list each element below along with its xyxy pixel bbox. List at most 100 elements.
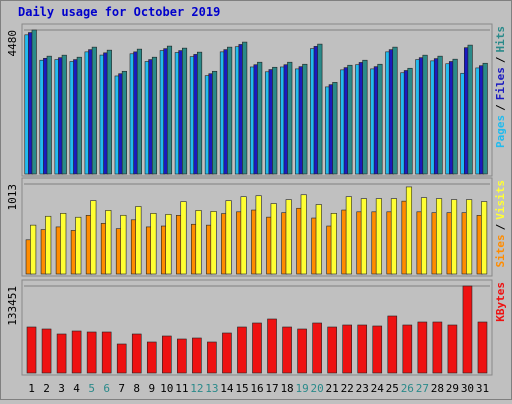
x-tick-label: 21: [326, 382, 339, 395]
bar: [432, 321, 443, 374]
bar: [481, 201, 488, 275]
bar: [61, 54, 67, 175]
bar: [347, 64, 353, 175]
bar: [75, 216, 82, 275]
x-tick-label: 18: [280, 382, 293, 395]
bar: [237, 326, 247, 374]
x-tick-label: 20: [311, 382, 324, 395]
bar: [272, 66, 278, 175]
x-tick-label: 14: [220, 382, 234, 395]
bar: [387, 315, 398, 374]
bar: [342, 324, 352, 374]
x-tick-label: 9: [148, 382, 155, 395]
bar: [212, 70, 218, 175]
bar: [91, 46, 97, 175]
bar: [192, 337, 202, 374]
x-tick-label: 2: [43, 382, 50, 395]
legend: KBytes: [494, 282, 507, 322]
x-tick-label: 31: [476, 382, 489, 395]
bar: [197, 51, 203, 175]
bar: [377, 63, 383, 175]
bar: [285, 199, 292, 275]
bar: [252, 322, 262, 374]
bar: [150, 213, 157, 275]
bar: [227, 46, 233, 175]
bar: [207, 341, 217, 374]
x-tick-label: 29: [446, 382, 459, 395]
bar: [312, 322, 322, 374]
bar: [181, 47, 188, 175]
legend: Pages / Files / Hits: [494, 26, 507, 148]
bar: [120, 214, 127, 275]
bar: [330, 213, 337, 275]
legend: Sites / Visits: [494, 180, 507, 268]
legend-item: Sites: [494, 234, 507, 267]
bar: [327, 326, 337, 374]
bar: [360, 198, 367, 275]
x-tick-label: 15: [235, 382, 248, 395]
bar: [45, 215, 52, 275]
bar: [242, 41, 248, 175]
legend-item: Files: [494, 67, 507, 100]
bar: [177, 338, 187, 374]
bar: [392, 46, 398, 175]
bar: [131, 333, 142, 374]
bar: [302, 63, 308, 175]
bar: [372, 325, 383, 374]
bar: [405, 186, 413, 275]
bar: [30, 224, 37, 275]
bar: [300, 194, 307, 275]
bar: [136, 48, 142, 175]
bar: [477, 321, 488, 374]
bar: [407, 67, 413, 175]
x-tick-label: 16: [250, 382, 263, 395]
bar: [146, 341, 157, 374]
bar: [56, 333, 67, 374]
x-tick-label: 23: [356, 382, 369, 395]
x-tick-label: 17: [265, 382, 278, 395]
bar: [437, 55, 443, 175]
y-tick-label: 133451: [6, 286, 19, 326]
bar: [71, 330, 82, 374]
x-tick-label: 27: [416, 382, 429, 395]
x-tick-label: 10: [160, 382, 173, 395]
x-tick-label: 3: [58, 382, 65, 395]
bar: [270, 203, 277, 275]
y-tick-label: 4480: [6, 30, 19, 57]
bar: [162, 335, 172, 374]
bar: [121, 70, 127, 175]
legend-item: Visits: [494, 180, 507, 220]
bar: [332, 82, 338, 175]
x-tick-label: 26: [401, 382, 414, 395]
bar: [422, 54, 428, 175]
x-tick-label: 28: [431, 382, 444, 395]
x-tick-label: 8: [133, 382, 140, 395]
bar: [86, 331, 97, 374]
bar: [116, 343, 127, 374]
bar: [447, 324, 458, 374]
bar: [417, 321, 428, 374]
x-tick-label: 30: [461, 382, 474, 395]
x-tick-label: 19: [295, 382, 308, 395]
bar: [26, 326, 37, 374]
bar: [375, 198, 382, 275]
bar: [222, 332, 232, 374]
legend-separator: /: [494, 223, 507, 230]
legend-separator: /: [494, 56, 507, 63]
bar: [357, 324, 368, 374]
bar: [452, 58, 458, 175]
x-tick-label: 7: [118, 382, 125, 395]
bar: [41, 328, 52, 374]
bar: [482, 62, 488, 175]
bar: [257, 61, 263, 175]
bar: [467, 44, 473, 175]
bar: [317, 43, 323, 175]
bar: [101, 331, 112, 374]
bar: [435, 198, 443, 275]
bar: [451, 199, 458, 275]
bar: [315, 204, 322, 275]
x-tick-label: 24: [371, 382, 385, 395]
bar: [151, 56, 158, 175]
